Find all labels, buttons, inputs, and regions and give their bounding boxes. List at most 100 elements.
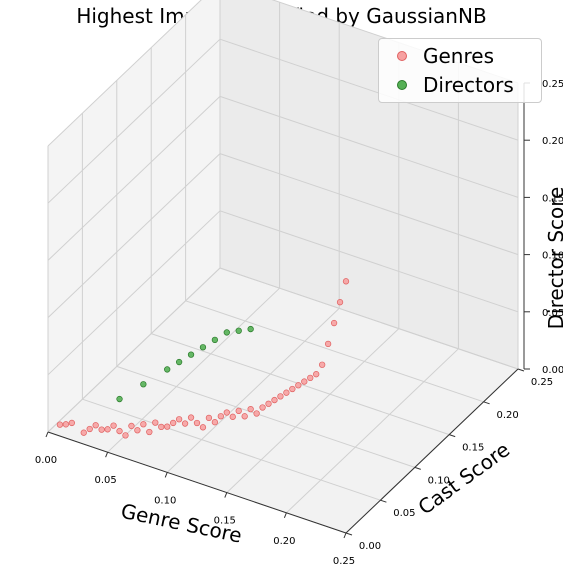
z-tick-label: 0.05	[542, 308, 563, 319]
z-tick-label: 0.25	[542, 79, 563, 90]
legend-label-genres: Genres	[423, 44, 494, 68]
genres-point	[336, 299, 344, 306]
y-tick-label: 0.20	[496, 410, 518, 421]
directors-point	[235, 327, 242, 334]
z-tick-label: 0.20	[542, 136, 563, 147]
genres-point	[217, 413, 224, 420]
grid-line	[286, 348, 459, 514]
grid-line	[166, 308, 340, 473]
x-tick-mark	[343, 532, 347, 539]
tick-labels: 0.000.050.100.150.200.250.000.050.100.15…	[35, 79, 563, 567]
x-tick-mark	[283, 512, 287, 518]
grid-line	[219, 210, 519, 313]
genres-point	[187, 414, 195, 421]
grid-line	[219, 95, 519, 198]
genres-point	[62, 421, 70, 428]
x-tick-label: 0.00	[35, 455, 57, 466]
z-tick-label: 0.10	[542, 251, 563, 262]
legend-item-genres: Genres	[397, 42, 494, 70]
genres-point	[80, 429, 87, 436]
data-points	[56, 278, 350, 439]
grid-line	[219, 153, 519, 256]
legend-item-directors: Directors	[397, 71, 514, 99]
x-tick-mark	[224, 492, 228, 498]
genres-point	[271, 396, 278, 404]
genres-point	[134, 427, 141, 434]
genres-point	[307, 374, 314, 382]
genres-point	[301, 378, 308, 385]
y-tick-label: 0.00	[359, 541, 381, 552]
y-tick-label: 0.25	[531, 377, 553, 388]
genres-point	[116, 427, 123, 435]
directors-point	[247, 325, 254, 333]
genres-point	[313, 371, 320, 378]
genres-point	[295, 382, 302, 389]
genres-point	[199, 424, 207, 431]
genres-point	[247, 406, 254, 413]
grid-line	[219, 38, 519, 141]
y-tick-mark	[483, 401, 490, 405]
genres-point	[181, 420, 189, 427]
y-tick-label: 0.05	[393, 508, 415, 519]
left-wall-pane	[48, 0, 220, 432]
grid-line	[47, 38, 221, 204]
x-tick-label: 0.20	[273, 536, 295, 547]
legend-marker-genres	[397, 51, 407, 61]
z-axis-label: Director Score	[544, 187, 563, 330]
grid-line	[47, 153, 221, 318]
genres-point	[56, 421, 64, 428]
genres-point	[324, 340, 332, 348]
legend-marker-directors	[397, 80, 407, 90]
x-tick-label: 0.25	[333, 556, 355, 567]
grid-line	[107, 287, 280, 453]
y-tick-mark	[380, 499, 387, 503]
grid-line	[47, 96, 221, 261]
genres-point	[289, 385, 296, 393]
genres-point	[211, 419, 219, 426]
legend: Genres Directors	[378, 38, 542, 103]
y-tick-mark	[414, 466, 421, 470]
genres-point	[86, 425, 93, 433]
genres-point	[283, 389, 290, 396]
floor-pane	[48, 268, 518, 533]
z-tick-label: 0.00	[542, 365, 563, 376]
genres-point	[152, 419, 159, 426]
genres-point	[175, 416, 183, 423]
directors-point	[140, 381, 147, 388]
genres-point	[265, 400, 272, 407]
x-tick-label: 0.05	[94, 475, 116, 486]
grid-line	[47, 210, 221, 376]
x-tick-mark	[105, 452, 109, 458]
z-tick-label: 0.15	[542, 193, 563, 204]
grid-line	[82, 398, 381, 501]
grid-line	[226, 328, 400, 493]
directors-point	[175, 358, 183, 366]
genres-point	[170, 419, 177, 427]
genres-point	[164, 423, 171, 430]
genres-point	[158, 423, 165, 431]
axis-panes	[48, 0, 518, 533]
x-tick-label: 0.10	[154, 495, 176, 506]
genres-point	[122, 432, 129, 439]
grid-line	[47, 0, 202, 147]
grid-line	[47, 267, 221, 433]
y-axis-line	[345, 368, 519, 534]
x-axis-line	[47, 431, 347, 534]
legend-label-directors: Directors	[423, 73, 514, 97]
genres-point	[110, 422, 117, 429]
x-axis-label: Genre Score	[119, 499, 244, 548]
directors-point	[223, 329, 230, 336]
genres-point	[259, 404, 266, 411]
genres-point	[104, 426, 111, 433]
grid-line	[116, 365, 415, 468]
x-tick-mark	[164, 472, 168, 478]
axis-edges	[47, 83, 525, 534]
y-tick-mark	[517, 368, 525, 372]
grid-line	[219, 267, 519, 370]
genres-point	[241, 413, 248, 420]
genres-point	[92, 422, 99, 429]
directors-point	[187, 351, 195, 358]
genres-point	[68, 419, 75, 427]
directors-point	[211, 336, 219, 343]
genres-point	[128, 422, 135, 430]
